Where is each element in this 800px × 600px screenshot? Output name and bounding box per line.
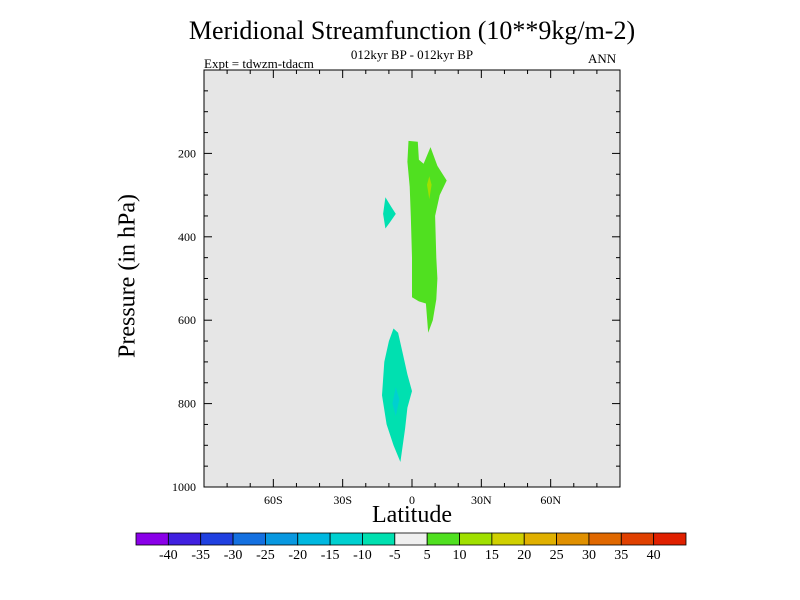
x-tick-label: 30N xyxy=(471,493,492,507)
x-axis-label: Latitude xyxy=(372,502,452,528)
colorbar-box xyxy=(588,532,622,546)
y-tick-label: 200 xyxy=(178,146,196,160)
colorbar-box xyxy=(394,532,428,546)
colorbar-label: -10 xyxy=(353,548,372,563)
colorbar-label: -25 xyxy=(256,548,275,563)
y-tick-label: 600 xyxy=(178,313,196,327)
colorbar-label: -20 xyxy=(288,548,307,563)
colorbar-box xyxy=(491,532,525,546)
colorbar-box xyxy=(135,532,169,546)
colorbar-box xyxy=(620,532,655,546)
colorbar-box xyxy=(297,532,331,546)
colorbar-box xyxy=(232,532,266,546)
colorbar-box xyxy=(426,532,460,546)
colorbar-label: 5 xyxy=(424,548,431,563)
colorbar-label: 20 xyxy=(517,548,531,563)
y-tick-label: 400 xyxy=(178,230,196,244)
colorbar-box xyxy=(329,532,363,546)
colorbar-box xyxy=(200,532,234,546)
colorbar-box xyxy=(265,532,299,546)
x-tick-label: 60N xyxy=(540,493,561,507)
colorbar-label: 15 xyxy=(485,548,499,563)
colorbar-box xyxy=(556,532,590,546)
colorbar-box xyxy=(167,532,202,546)
x-tick-label: 60S xyxy=(264,493,283,507)
colorbar-box xyxy=(523,532,557,546)
colorbar-box xyxy=(653,532,687,546)
x-tick-label: 0 xyxy=(409,493,415,507)
y-tick-label: 800 xyxy=(178,397,196,411)
colorbar-label: 25 xyxy=(550,548,564,563)
colorbar-label: -15 xyxy=(321,548,340,563)
colorbar-box xyxy=(459,532,493,546)
colorbar-box xyxy=(362,532,396,546)
experiment-label: Expt = tdwzm-tdacm xyxy=(204,56,314,71)
contour-region-positive-cell-upper xyxy=(407,140,447,333)
season-label: ANN xyxy=(588,51,617,66)
contour-region-negative-cell-upper xyxy=(383,197,396,229)
colorbar-label: 40 xyxy=(647,548,661,563)
chart-title: Meridional Streamfunction (10**9kg/m-2) xyxy=(188,16,636,45)
colorbar-label: -35 xyxy=(191,548,210,563)
colorbar-label: -30 xyxy=(224,548,243,563)
chart-subtitle: 012kyr BP - 012kyr BP xyxy=(350,47,474,62)
y-tick-label: 1000 xyxy=(172,480,196,494)
contour-region-positive-core-upper xyxy=(427,176,432,200)
colorbar-label: -5 xyxy=(389,548,401,563)
colorbar-label: -40 xyxy=(159,548,178,563)
colorbar-label: 35 xyxy=(614,548,628,563)
colorbar-label: 10 xyxy=(453,548,467,563)
contour-region-negative-core-lower xyxy=(392,386,400,417)
colorbar-label: 30 xyxy=(582,548,596,563)
x-tick-label: 30S xyxy=(333,493,352,507)
